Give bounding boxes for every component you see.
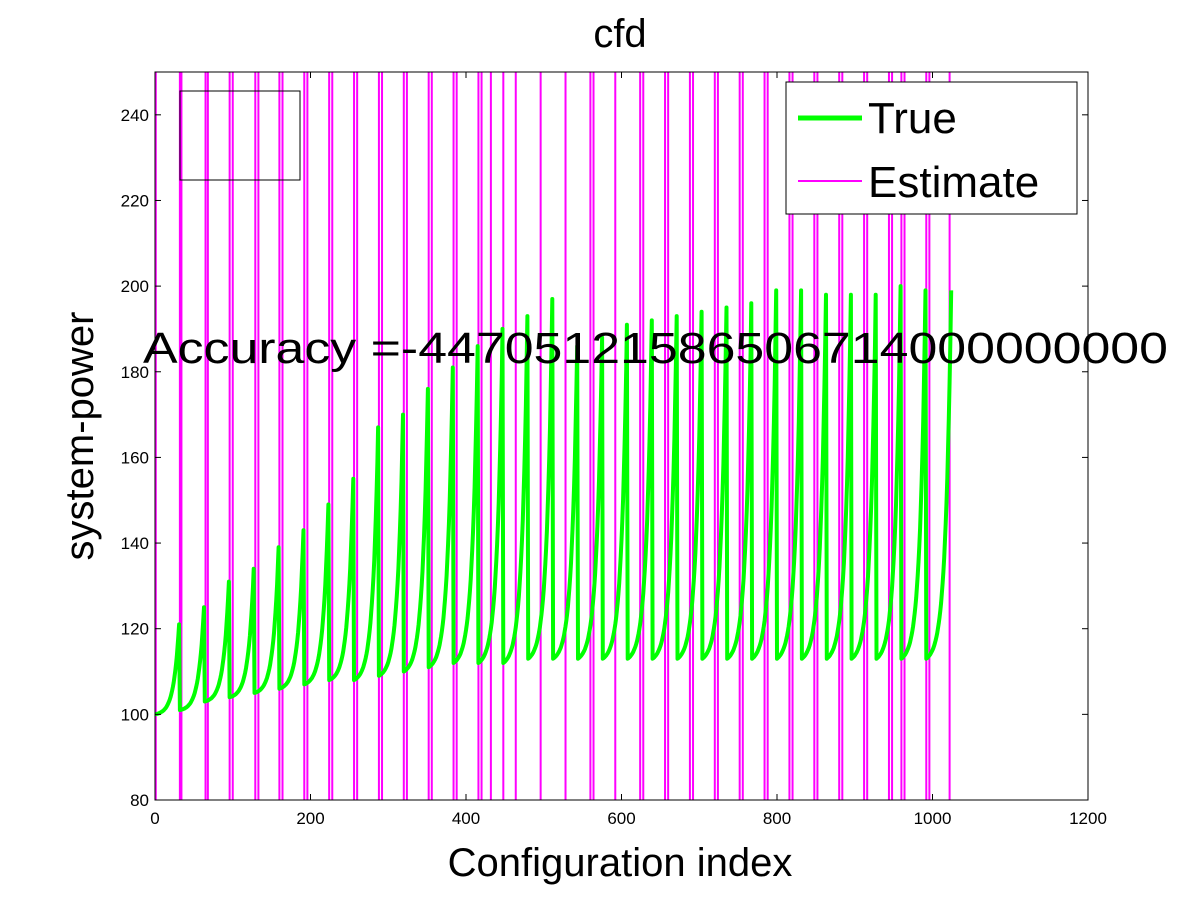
chart-title: cfd <box>593 12 646 56</box>
y-tick-label: 140 <box>121 534 149 553</box>
legend-true-label: True <box>868 94 957 143</box>
legend-estimate-label: Estimate <box>868 158 1039 207</box>
y-tick-label: 240 <box>121 106 149 125</box>
x-tick-label: 1000 <box>914 809 952 828</box>
x-tick-label: 400 <box>452 809 480 828</box>
true-series <box>155 284 954 717</box>
true-line <box>155 284 954 717</box>
inset-box <box>179 90 301 181</box>
accuracy-annotation: Accuracy =-44705121586506714000000000 <box>143 324 1168 373</box>
x-axis-label: Configuration index <box>448 841 793 885</box>
y-tick-label: 160 <box>121 448 149 467</box>
y-tick-label: 200 <box>121 277 149 296</box>
x-tick-label: 800 <box>763 809 791 828</box>
x-tick-label: 200 <box>296 809 324 828</box>
legend-box <box>785 81 1078 215</box>
y-tick-label: 220 <box>121 191 149 210</box>
legend: True Estimate <box>785 81 1078 215</box>
x-tick-label: 600 <box>607 809 635 828</box>
x-tick-label: 1200 <box>1069 809 1107 828</box>
x-axis-ticks: 0 200 400 600 800 1000 1200 <box>150 72 1107 828</box>
y-tick-label: 120 <box>121 620 149 639</box>
y-tick-label: 80 <box>130 791 149 810</box>
y-tick-label: 180 <box>121 363 149 382</box>
y-axis-label: system-power <box>58 312 102 561</box>
x-tick-label: 0 <box>150 809 159 828</box>
y-axis-ticks: 80 100 120 140 160 180 200 220 240 <box>121 106 1088 810</box>
y-tick-label: 100 <box>121 705 149 724</box>
